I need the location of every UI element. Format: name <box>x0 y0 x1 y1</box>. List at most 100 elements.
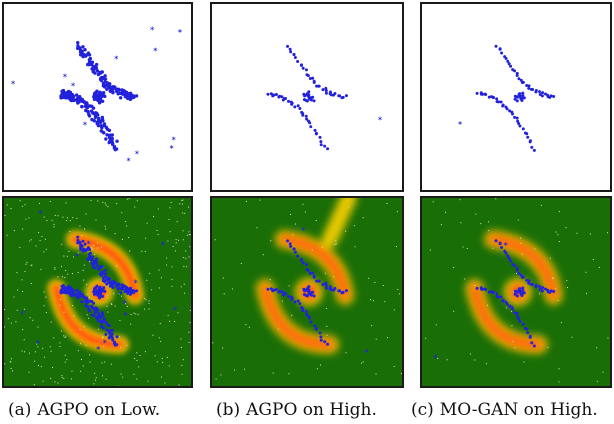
overlay-point <box>87 309 91 313</box>
overlay-point <box>509 259 513 263</box>
sample-point <box>312 81 316 85</box>
sample-marker: ∗ <box>153 46 158 54</box>
sample-marker: ∗ <box>301 225 306 233</box>
sample-point <box>508 109 512 113</box>
sample-point <box>527 84 531 88</box>
overlay-point <box>76 238 80 242</box>
caption-b: (b) AGPO on High. <box>216 400 377 420</box>
overlay-point <box>103 289 107 293</box>
sample-point <box>281 98 285 102</box>
sample-point <box>107 140 111 145</box>
sample-marker: ∗ <box>177 27 182 35</box>
overlay-point <box>61 290 65 294</box>
sample-point <box>522 96 526 100</box>
sample-point <box>91 68 95 73</box>
sample-point <box>94 66 99 70</box>
sample-point <box>97 91 101 95</box>
caption-c-label: MO-GAN on High. <box>439 400 598 420</box>
sample-marker: ∗ <box>62 71 67 79</box>
overlay-point <box>508 304 512 308</box>
overlay-point <box>65 286 69 290</box>
sample-point <box>98 120 103 125</box>
sample-point <box>101 84 106 88</box>
heatmap-panel-c: ∗ ∗ <box>420 196 612 388</box>
overlay-point <box>543 287 547 291</box>
overlay-point <box>513 292 517 296</box>
overlay-point <box>104 278 108 282</box>
overlay-point <box>301 261 305 265</box>
overlay-point <box>97 313 101 317</box>
sample-point <box>271 94 275 98</box>
sample-point <box>278 94 282 98</box>
sample-marker: ∗ <box>74 251 79 259</box>
overlay-point <box>112 341 116 345</box>
sample-marker: ∗ <box>171 135 176 143</box>
sample-marker: ∗ <box>95 344 100 352</box>
heatmap-panel-a: ∗ ∗ ∗ ∗ ∗ ∗ ∗ ∗ ∗ ∗ ∗ ∗ <box>2 196 193 388</box>
scatter-plot-a: ∗∗∗∗∗∗∗∗∗∗∗∗ <box>4 4 191 190</box>
overlay-point <box>78 290 82 294</box>
sample-point <box>314 132 318 136</box>
sample-point <box>305 117 309 121</box>
overlay-point <box>115 343 119 347</box>
overlay-point <box>98 316 102 320</box>
overlay-point <box>135 289 139 293</box>
sample-point <box>517 122 521 126</box>
overlay-point <box>329 288 333 292</box>
sample-marker: ∗ <box>364 347 369 355</box>
sample-marker: ∗ <box>10 79 15 87</box>
sample-marker: ∗ <box>126 155 131 163</box>
sample-marker: ∗ <box>149 24 154 32</box>
overlay-point <box>307 290 311 294</box>
sample-marker: ∗ <box>172 305 177 313</box>
overlay-point <box>96 308 100 312</box>
overlay-point <box>304 263 308 267</box>
overlay-point <box>288 242 292 246</box>
sample-marker: ∗ <box>35 338 40 346</box>
sample-point <box>305 92 309 96</box>
sample-point <box>515 116 519 120</box>
overlay-point <box>317 279 321 283</box>
overlay-point <box>298 302 302 306</box>
overlay-point <box>65 288 69 292</box>
sample-point <box>92 119 96 123</box>
sample-point <box>78 98 82 103</box>
overlay-point <box>103 272 107 276</box>
sample-point <box>104 137 108 141</box>
sample-point <box>487 95 491 99</box>
sample-point <box>103 77 108 81</box>
sample-point <box>88 56 93 61</box>
sample-point <box>513 115 517 119</box>
sample-point <box>125 96 130 101</box>
overlay-point <box>498 242 502 246</box>
sample-point <box>541 91 545 95</box>
sample-point <box>324 89 328 93</box>
overlay-point <box>102 326 106 330</box>
overlay-point <box>281 293 285 297</box>
sample-point <box>540 94 544 98</box>
sample-point <box>298 107 302 111</box>
overlay-point <box>120 286 124 290</box>
sample-point <box>65 93 70 98</box>
scatter-panel-c: ∗ <box>420 2 612 192</box>
sample-point <box>117 88 121 92</box>
overlay-point <box>314 327 318 331</box>
overlay-point <box>505 302 509 306</box>
sample-point <box>296 104 300 108</box>
overlay-point <box>475 286 479 290</box>
sample-point <box>312 99 316 103</box>
overlay-point <box>525 278 529 282</box>
overlay-point <box>78 294 82 298</box>
sample-marker: ∗ <box>82 119 87 127</box>
overlay-point <box>106 323 110 327</box>
overlay-point <box>289 244 293 248</box>
sample-marker: ∗ <box>20 308 25 316</box>
sample-point <box>534 89 538 93</box>
sample-point <box>96 123 101 128</box>
overlay-point <box>59 289 63 293</box>
caption-b-tag: (b) <box>216 400 241 420</box>
sample-point <box>326 147 330 151</box>
overlay-point <box>517 271 521 275</box>
overlay-point <box>519 292 523 296</box>
sample-point <box>103 94 107 99</box>
